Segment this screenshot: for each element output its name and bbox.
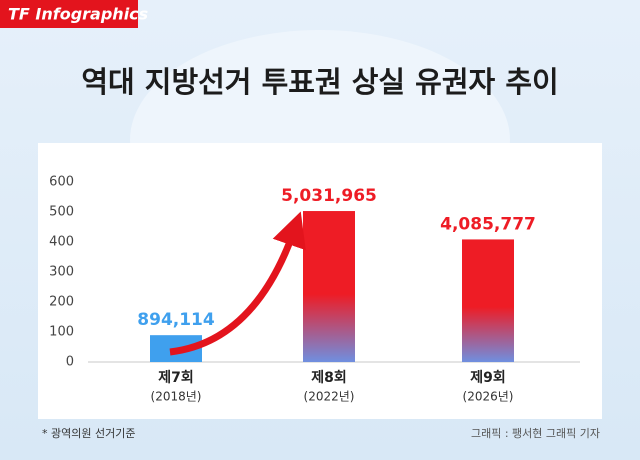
x-tick-sublabel: (2018년)	[151, 390, 202, 404]
y-tick-label: 300	[49, 265, 74, 280]
value-label: 4,085,777	[440, 214, 536, 234]
y-tick-label: 500	[49, 205, 74, 220]
y-tick-label: 600	[49, 175, 74, 190]
brand: TF Infographics	[8, 5, 148, 24]
bar	[462, 239, 514, 362]
y-tick-label: 200	[49, 295, 74, 310]
credit: 그래픽 : 팽서현 그래픽 기자	[471, 427, 600, 440]
y-tick-label: 100	[49, 325, 74, 340]
x-tick-label: 제9회	[470, 370, 506, 386]
y-tick-label: 400	[49, 235, 74, 250]
trend-arrow	[169, 211, 306, 356]
bar	[303, 211, 355, 362]
footnote: * 광역의원 선거기준	[42, 427, 135, 440]
x-tick-label: 제8회	[311, 370, 347, 386]
brand-badge	[0, 0, 138, 28]
x-tick-sublabel: (2026년)	[463, 390, 514, 404]
chart-title: 역대 지방선거 투표권 상실 유권자 추이	[81, 65, 558, 99]
x-tick-label: 제7회	[158, 370, 194, 386]
x-tick-sublabel: (2022년)	[304, 390, 355, 404]
y-tick-label: 0	[66, 355, 74, 370]
value-label: 5,031,965	[281, 186, 377, 206]
value-label: 894,114	[137, 310, 215, 330]
